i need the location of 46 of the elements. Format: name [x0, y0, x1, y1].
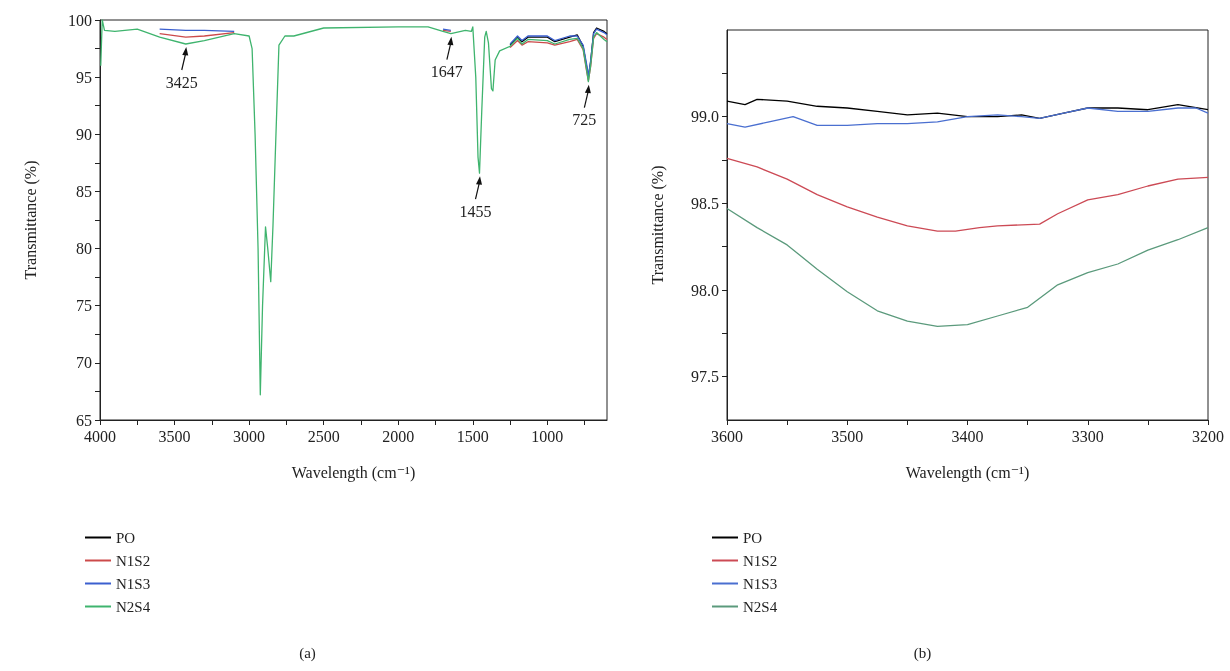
y-tick-label: 80 [76, 240, 92, 258]
x-axis-title: Wavelength (cm⁻¹) [291, 463, 416, 482]
legend-label: PO [743, 529, 763, 546]
legend-label: N2S4 [116, 598, 151, 615]
legend-label: N1S3 [116, 575, 151, 592]
y-tick-label: 100 [68, 11, 92, 29]
y-tick-label: 65 [76, 411, 92, 429]
y-tick-label: 85 [76, 182, 92, 200]
x-tick-label: 3300 [1071, 427, 1104, 445]
x-tick-label: 3500 [158, 427, 191, 445]
y-axis-title: Transmittance (%) [21, 160, 40, 280]
legend-label: N1S3 [743, 575, 778, 592]
y-tick-label: 97.5 [691, 368, 719, 386]
x-axis-title: Wavelength (cm⁻¹) [905, 463, 1030, 482]
legend-label: N2S4 [743, 598, 778, 615]
annotation: 1455 [459, 202, 492, 220]
x-tick-label: 2000 [382, 427, 415, 445]
x-tick-label: 3400 [951, 427, 984, 445]
x-tick-label: 4000 [84, 427, 116, 445]
x-tick-label: 3200 [1192, 427, 1224, 445]
line-series [726, 107, 1209, 128]
y-tick-label: 70 [76, 354, 92, 372]
y-tick-label: 95 [76, 68, 92, 86]
line-series [726, 207, 1209, 328]
annotation: 1647 [430, 63, 463, 81]
x-tick-label: 1000 [531, 427, 564, 445]
line-series [726, 157, 1209, 232]
y-tick-label: 75 [76, 297, 92, 315]
line-series [100, 19, 608, 396]
y-tick-label: 98.0 [691, 281, 719, 299]
y-tick-label: 90 [76, 125, 92, 143]
legend-label: N1S2 [116, 552, 151, 569]
x-tick-label: 3000 [233, 427, 266, 445]
y-tick-label: 99.0 [691, 108, 719, 126]
annotation: 725 [572, 111, 597, 129]
x-tick-label: 3500 [831, 427, 864, 445]
text: (b) [913, 644, 932, 662]
text: (a) [299, 644, 316, 662]
x-tick-label: 3600 [711, 427, 743, 445]
x-tick-label: 2500 [307, 427, 340, 445]
legend-label: PO [116, 529, 136, 546]
legend-label: N1S2 [743, 552, 778, 569]
y-tick-label: 98.5 [691, 194, 719, 212]
y-axis-title: Transmittance (%) [648, 165, 667, 285]
annotation: 3425 [165, 73, 198, 91]
x-tick-label: 1500 [456, 427, 489, 445]
